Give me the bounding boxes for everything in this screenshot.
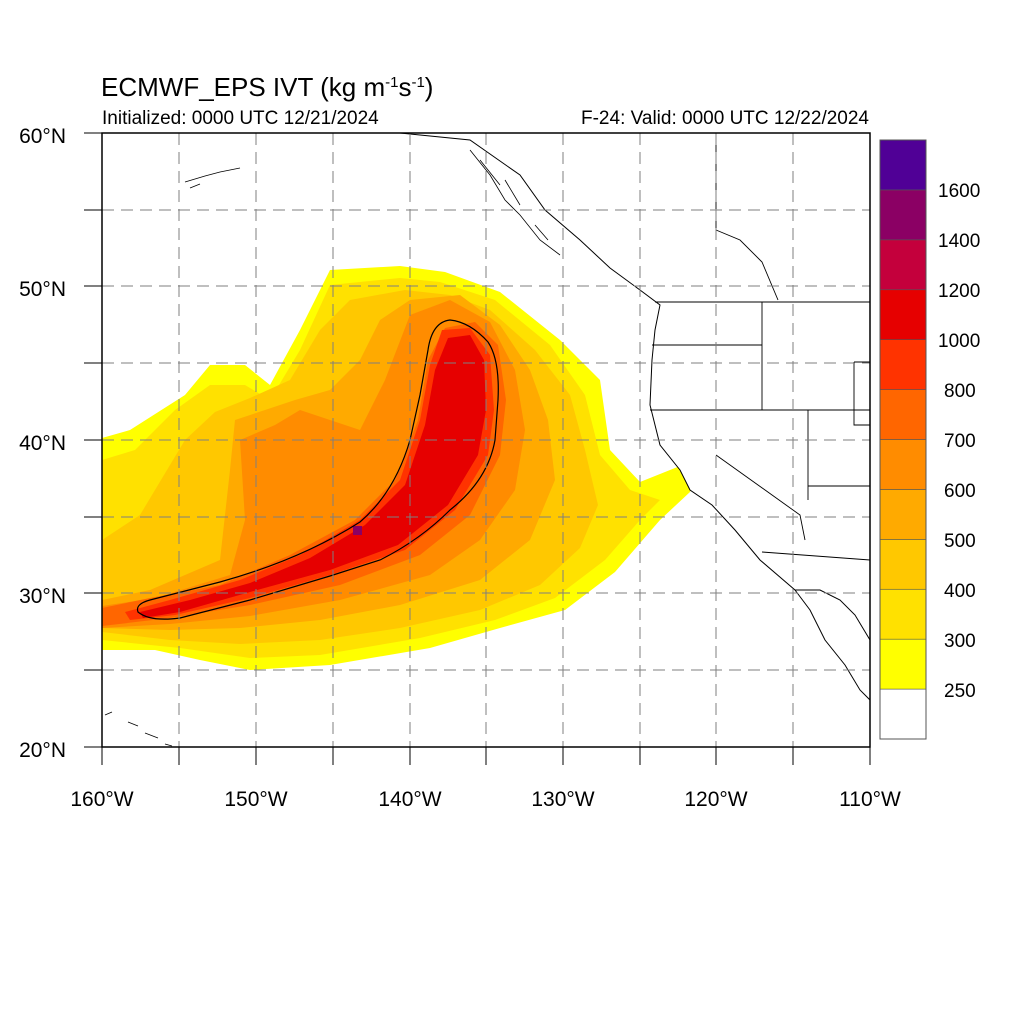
state-borders — [650, 133, 870, 561]
colorbar-label-800: 800 — [944, 381, 976, 402]
lon-label-130w: 130°W — [531, 788, 594, 811]
colorbar-label-400: 400 — [944, 581, 976, 602]
colorbar-box-1 — [879, 638, 927, 690]
colorbar-label-250: 250 — [944, 681, 976, 702]
colorbar-label-1400: 1400 — [938, 231, 980, 252]
colorbar-box-2 — [879, 588, 927, 640]
lon-label-120w: 120°W — [684, 788, 747, 811]
land-alaska-islands — [184, 167, 241, 189]
colorbar-label-500: 500 — [944, 531, 976, 552]
lat-label-20: 20°N — [19, 739, 66, 762]
lon-label-160w: 160°W — [70, 788, 133, 811]
colorbar-label-1600: 1600 — [938, 181, 980, 202]
ivt-band-1400 — [353, 526, 362, 535]
initialized-label: Initialized: 0000 UTC 12/21/2024 — [102, 108, 379, 129]
colorbar: 250 300 400 500 600 700 800 1000 1200 14… — [879, 139, 980, 740]
colorbar-box-7 — [879, 339, 927, 390]
colorbar-label-700: 700 — [944, 431, 976, 452]
land-baja — [794, 589, 870, 701]
ivt-field — [102, 133, 870, 747]
lat-labels: 20°N 30°N 40°N 50°N 60°N — [19, 125, 66, 762]
colorbar-frame — [879, 139, 927, 740]
lat-label-40: 40°N — [19, 432, 66, 455]
ivt-band-800 — [125, 328, 494, 620]
colorbar-box-8 — [879, 289, 927, 340]
lat-label-50: 50°N — [19, 278, 66, 301]
land-hawaii — [104, 711, 173, 747]
lon-label-150w: 150°W — [224, 788, 287, 811]
colorbar-box-11 — [879, 139, 927, 191]
colorbar-box-5 — [879, 439, 927, 490]
colorbar-box-0 — [879, 688, 927, 740]
land-islands-bc — [469, 149, 561, 256]
colorbar-box-10 — [879, 189, 927, 241]
lon-labels: 160°W 150°W 140°W 130°W 120°W 110°W — [70, 788, 901, 811]
axis-ticks — [84, 132, 871, 765]
valid-time-label: F-24: Valid: 0000 UTC 12/22/2024 — [581, 108, 869, 129]
gridlines — [102, 133, 870, 747]
colorbar-box-6 — [879, 389, 927, 440]
colorbar-box-3 — [879, 539, 927, 590]
colorbar-label-1000: 1000 — [938, 331, 980, 352]
lon-label-140w: 140°W — [378, 788, 441, 811]
lat-label-60: 60°N — [19, 125, 66, 148]
lon-label-110w: 110°W — [839, 788, 901, 811]
colorbar-label-1200: 1200 — [938, 281, 980, 302]
colorbar-label-300: 300 — [944, 631, 976, 652]
colorbar-box-9 — [879, 239, 927, 291]
chart-title: ECMWF_EPS IVT (kg m-1s-1) — [101, 72, 434, 102]
lat-label-30: 30°N — [19, 585, 66, 608]
colorbar-label-600: 600 — [944, 481, 976, 502]
colorbar-box-4 — [879, 489, 927, 540]
